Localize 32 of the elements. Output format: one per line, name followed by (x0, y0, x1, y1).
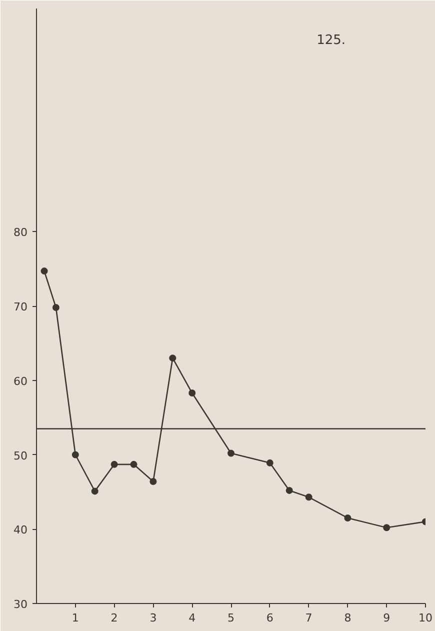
x-tick-label: 5 (228, 612, 234, 624)
point (188, 390, 196, 397)
x-tick-label: 1 (72, 612, 79, 624)
x-tick-label: 7 (305, 612, 312, 624)
point (228, 450, 234, 457)
x-tick-label: 9 (383, 612, 390, 624)
x-tick-label: 4 (188, 612, 196, 624)
point (130, 460, 138, 468)
x-tick-label: 10 (418, 612, 432, 624)
annotation: 125. (316, 33, 346, 48)
x-tick-label: 8 (344, 612, 352, 624)
y-tick-label: 60 (14, 374, 28, 388)
x-tick-label: 3 (150, 612, 157, 624)
point (383, 524, 390, 532)
y-tick-label: 50 (14, 449, 28, 462)
y-tick-label: 40 (14, 524, 28, 537)
point (344, 514, 352, 522)
point (52, 304, 60, 311)
point (40, 268, 48, 275)
point (110, 460, 118, 468)
point (266, 459, 274, 466)
y-tick-label: 70 (14, 300, 28, 314)
x-tick-label: 2 (110, 612, 118, 624)
point (286, 486, 293, 494)
point (91, 488, 98, 495)
point (72, 451, 79, 458)
point (150, 478, 157, 486)
point (305, 494, 312, 501)
point (169, 354, 176, 362)
y-tick-label: 80 (14, 226, 28, 240)
y-tick-label: 30 (14, 598, 28, 611)
x-tick-label: 6 (266, 612, 274, 624)
